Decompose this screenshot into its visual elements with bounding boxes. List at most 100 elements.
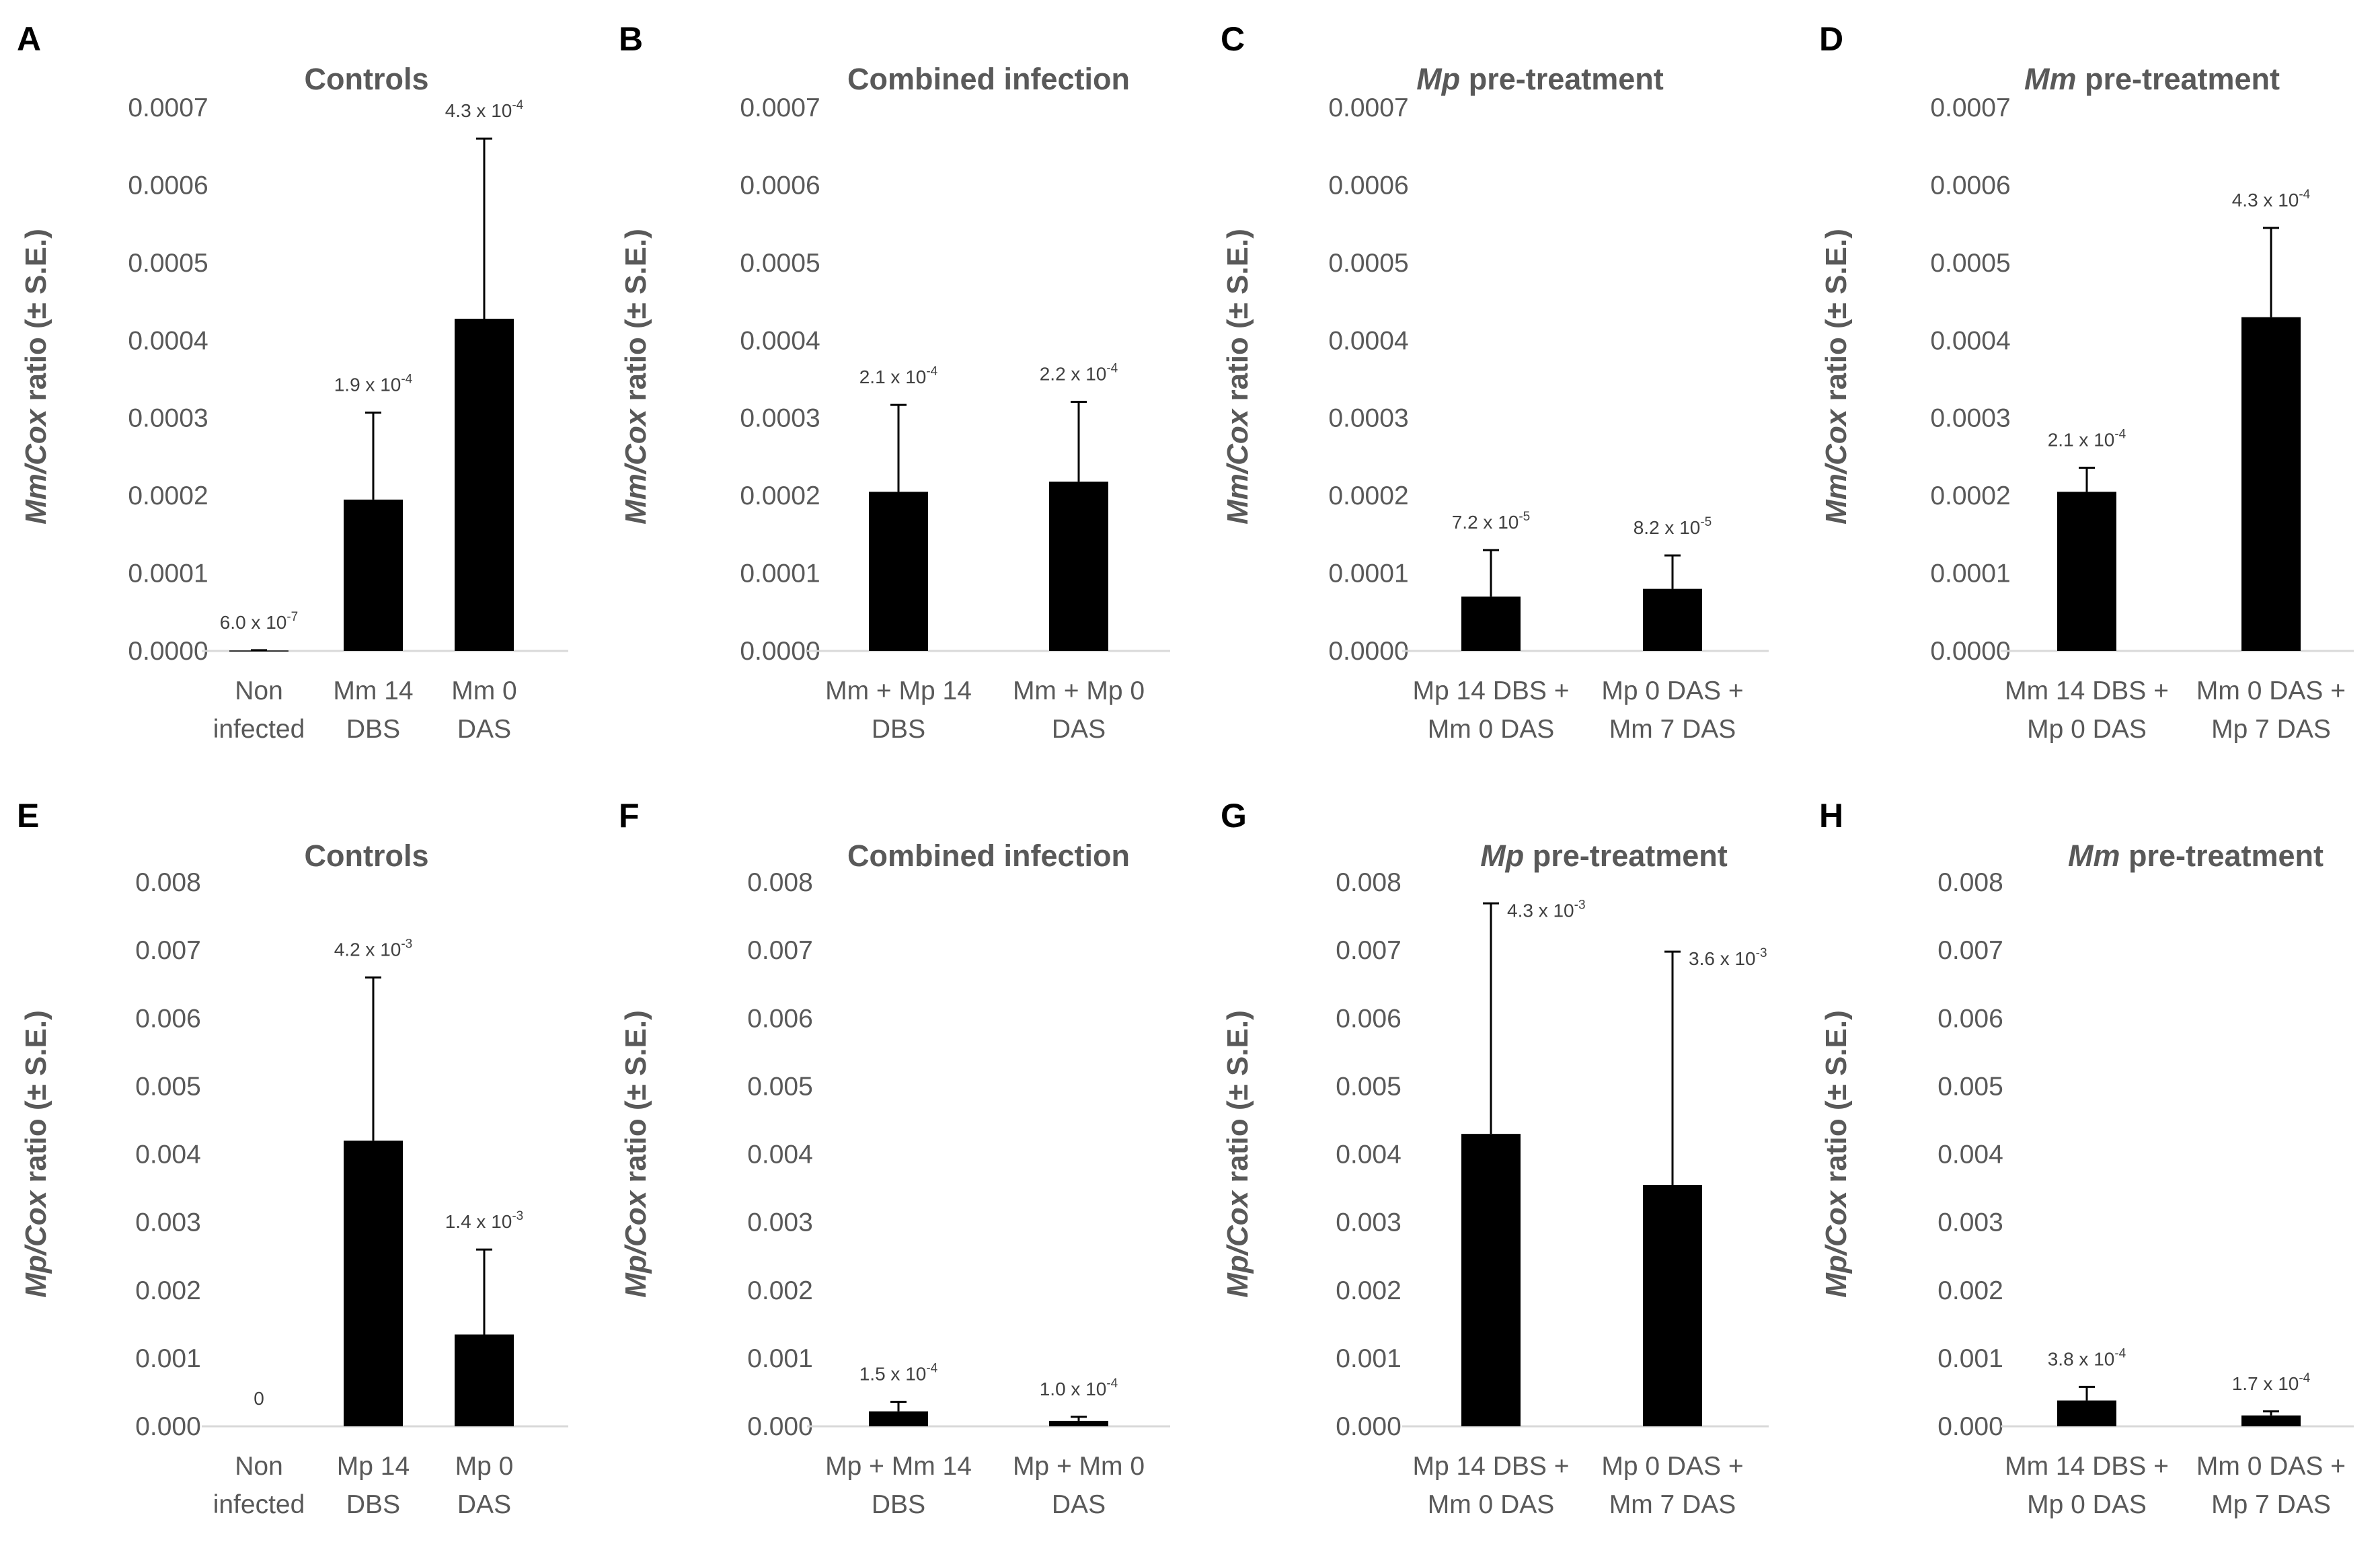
x-category-label: Mp 0 DAS (2027, 715, 2147, 744)
panel-g: G Mp pre-treatment Mp/Cox ratio (± S.E.) 0.… (1221, 797, 1769, 1519)
y-tick-label: 0.0003 (740, 404, 820, 433)
y-tick-label: 0.000 (747, 1412, 813, 1441)
y-axis-label-a: Mm/Cox ratio (± S.E.) (20, 229, 52, 525)
y-tick-label: 0.006 (747, 1004, 813, 1033)
y-axis-label-italic-e: Mp/Cox (20, 1190, 52, 1297)
y-tick-label: 0.008 (1336, 868, 1402, 897)
data-label: 0 (254, 1388, 264, 1409)
y-axis-label-f: Mp/Cox ratio (± S.E.) (619, 1010, 652, 1298)
y-tick-label: 0.006 (135, 1004, 201, 1033)
panel-a: A Controls Mm/Cox ratio (± S.E.) 0.0000 0.00… (17, 20, 568, 744)
bar (455, 318, 514, 651)
panel-title-h: Mm pre-treatment (2068, 839, 2324, 873)
panel-title-italic-h: Mm (2068, 839, 2120, 873)
error-bar (1483, 549, 1499, 597)
error-bar (1664, 950, 1681, 1186)
data-label-base: 3.8 x 10 (2048, 1348, 2115, 1369)
y-tick-label: 0.0005 (128, 249, 208, 278)
panel-title-text-f: Combined infection (847, 839, 1130, 873)
data-label: 7.2 x 10-5 (1452, 510, 1531, 533)
x-category-label: DBS (872, 715, 925, 744)
x-category-label: DAS (1052, 715, 1106, 744)
y-tick-label: 0.002 (747, 1276, 813, 1305)
data-label: 4.3 x 10-3 (1507, 898, 1586, 921)
y-tick-label: 0.000 (135, 1412, 201, 1441)
y-tick-label: 0.0005 (1328, 249, 1408, 278)
panel-title-text-e: Controls (305, 839, 429, 873)
y-tick-label: 0.007 (135, 936, 201, 965)
x-category-label: infected (213, 715, 305, 744)
panel-letter-a: A (17, 20, 41, 58)
panel-title-d: Mm pre-treatment (2024, 62, 2280, 96)
panel-title-text-b: Combined infection (847, 62, 1130, 96)
data-label-base: 2.1 x 10 (859, 366, 927, 387)
y-tick-label: 0.004 (747, 1141, 813, 1169)
bar (1049, 1420, 1108, 1426)
y-axis-label-text-f: ratio (± S.E.) (619, 1010, 652, 1191)
error-bar (1071, 1416, 1087, 1421)
x-category-label: Mm 14 (333, 677, 413, 705)
x-category-label: DBS (872, 1490, 925, 1519)
data-label: 1.9 x 10-4 (334, 373, 413, 395)
data-label-exponent: -4 (401, 373, 412, 387)
x-category-label: infected (213, 1490, 305, 1519)
x-category-label: DBS (346, 1490, 400, 1519)
y-tick-label: 0.0001 (128, 559, 208, 588)
data-label-base: 1.0 x 10 (1040, 1379, 1107, 1399)
panel-letter-c: C (1221, 20, 1245, 58)
data-label-exponent: -4 (2299, 1371, 2310, 1385)
error-bar (1483, 902, 1499, 1134)
bar (2241, 317, 2301, 651)
y-tick-label: 0.0005 (740, 249, 820, 278)
y-axis-label-h: Mp/Cox ratio (± S.E.) (1820, 1010, 1853, 1298)
y-axis-label-text-d: ratio (± S.E.) (1820, 229, 1853, 410)
y-tick-label: 0.008 (135, 868, 201, 897)
panel-title-text-g: pre-treatment (1524, 839, 1728, 873)
panel-d: D Mm pre-treatment Mm/Cox ratio (± S.E.) 0.… (1819, 20, 2354, 744)
error-bar (2263, 227, 2279, 317)
y-tick-label: 0.0001 (740, 559, 820, 588)
x-category-label: Mm 14 DBS + (2005, 677, 2169, 705)
panel-title-text-a: Controls (305, 62, 429, 96)
y-tick-label: 0.005 (1336, 1072, 1402, 1101)
x-category-label: Mm + Mp 0 (1013, 677, 1145, 705)
y-axis-label-e: Mp/Cox ratio (± S.E.) (20, 1010, 52, 1298)
error-bar (2263, 1410, 2279, 1416)
y-axis-label-text-c: ratio (± S.E.) (1221, 229, 1254, 410)
panel-title-a: Controls (305, 62, 429, 96)
x-category-label: Non (235, 677, 283, 705)
panel-letter-d: D (1819, 20, 1843, 58)
y-axis-label-d: Mm/Cox ratio (± S.E.) (1820, 229, 1853, 525)
y-tick-label: 0.007 (1937, 936, 2003, 965)
error-bar (1664, 554, 1681, 589)
data-label: 1.0 x 10-4 (1040, 1377, 1118, 1399)
bar (455, 1334, 514, 1426)
x-category-label: Mp 7 DAS (2211, 1490, 2331, 1519)
y-tick-label: 0.001 (1937, 1344, 2003, 1373)
data-label-exponent: -4 (1106, 1377, 1118, 1391)
error-bar (890, 1401, 907, 1412)
bar (869, 1411, 928, 1426)
y-tick-label: 0.0006 (740, 171, 820, 200)
data-label-base: 2.2 x 10 (1040, 363, 1107, 384)
data-label-base: 2.1 x 10 (2048, 430, 2115, 451)
bar (2057, 1400, 2116, 1426)
y-tick-label: 0.0002 (1328, 481, 1408, 510)
data-label-exponent: -4 (926, 364, 937, 379)
bar (2057, 492, 2116, 651)
bar (1643, 1185, 1702, 1426)
y-tick-label: 0.0004 (128, 326, 208, 355)
panel-e: E Controls Mp/Cox ratio (± S.E.) 0.000 0.001… (17, 797, 568, 1519)
y-tick-label: 0.0001 (1930, 559, 2010, 588)
y-tick-label: 0.0003 (1930, 404, 2010, 433)
bar (1049, 481, 1108, 651)
panel-c: C Mp pre-treatment Mm/Cox ratio (± S.E.) 0.… (1221, 20, 1769, 744)
x-category-label: Mm 14 DBS + (2005, 1452, 2169, 1481)
bar (2241, 1415, 2301, 1426)
y-tick-label: 0.003 (1336, 1208, 1402, 1237)
data-label-exponent: -4 (1106, 361, 1118, 375)
x-category-label: Non (235, 1452, 283, 1481)
error-bar (1071, 400, 1087, 482)
data-label-exponent: -4 (2114, 1346, 2126, 1360)
